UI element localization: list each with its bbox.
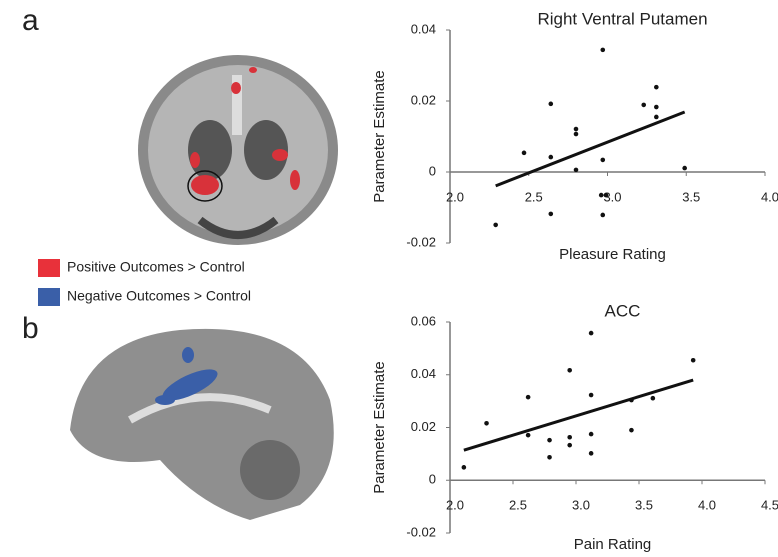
brain-sagittal bbox=[70, 329, 334, 520]
point bbox=[567, 368, 572, 373]
chart-title: ACC bbox=[605, 301, 641, 320]
x-tick-label: 4.0 bbox=[698, 498, 716, 513]
point bbox=[549, 102, 554, 107]
x-tick-label: 2.0 bbox=[446, 189, 464, 204]
point bbox=[654, 85, 659, 90]
legend-swatch bbox=[38, 288, 60, 306]
legend-label: Negative Outcomes > Control bbox=[67, 288, 251, 304]
point bbox=[589, 393, 594, 398]
fit-line bbox=[464, 380, 693, 450]
y-tick-label: 0.04 bbox=[411, 21, 436, 36]
y-tick-label: 0 bbox=[429, 163, 436, 178]
y-tick-label: 0.02 bbox=[411, 419, 436, 434]
point bbox=[547, 438, 552, 443]
figure: a b Positive Outcomes > Control Negative … bbox=[0, 0, 778, 557]
point bbox=[600, 48, 605, 53]
point bbox=[574, 127, 579, 132]
point bbox=[629, 428, 634, 433]
y-tick-label: -0.02 bbox=[406, 234, 436, 249]
x-tick-label: 3.5 bbox=[682, 189, 700, 204]
point bbox=[493, 223, 498, 228]
point bbox=[600, 213, 605, 218]
point bbox=[567, 443, 572, 448]
x-tick-label: 3.0 bbox=[572, 498, 590, 513]
point bbox=[549, 212, 554, 217]
point bbox=[574, 132, 579, 137]
x-tick-label: 3.5 bbox=[635, 498, 653, 513]
x-axis-label: Pleasure Rating bbox=[559, 246, 666, 263]
point bbox=[526, 433, 531, 438]
y-tick-label: 0.04 bbox=[411, 366, 436, 381]
x-tick-label: 4.0 bbox=[761, 189, 778, 204]
point bbox=[549, 155, 554, 160]
y-axis-label: Parameter Estimate bbox=[371, 70, 388, 203]
x-tick-label: 2.0 bbox=[446, 498, 464, 513]
legend-swatch bbox=[38, 259, 60, 277]
point bbox=[484, 421, 489, 426]
point bbox=[574, 168, 579, 173]
chart-title: Right Ventral Putamen bbox=[537, 9, 707, 28]
point bbox=[651, 396, 656, 401]
x-axis-label: Pain Rating bbox=[574, 536, 652, 553]
point bbox=[589, 451, 594, 456]
point bbox=[589, 331, 594, 336]
point bbox=[522, 151, 527, 156]
y-tick-label: 0 bbox=[429, 472, 436, 487]
y-tick-label: 0.06 bbox=[411, 313, 436, 328]
x-tick-label: 2.5 bbox=[525, 189, 543, 204]
point bbox=[547, 455, 552, 460]
point bbox=[691, 358, 696, 363]
point bbox=[600, 158, 605, 163]
y-axis-label: Parameter Estimate bbox=[371, 361, 388, 494]
point bbox=[604, 193, 609, 198]
y-tick-label: 0.02 bbox=[411, 92, 436, 107]
panel-label: b bbox=[22, 312, 39, 345]
point bbox=[641, 103, 646, 108]
panel-label: a bbox=[22, 4, 39, 37]
point bbox=[567, 435, 572, 440]
brain-coronal bbox=[138, 55, 338, 245]
point bbox=[462, 465, 467, 470]
point bbox=[599, 193, 604, 198]
point bbox=[654, 115, 659, 120]
point bbox=[654, 105, 659, 110]
legend-label: Positive Outcomes > Control bbox=[67, 259, 245, 275]
x-tick-label: 2.5 bbox=[509, 498, 527, 513]
point bbox=[682, 166, 687, 171]
x-tick-label: 4.5 bbox=[761, 498, 778, 513]
point bbox=[589, 432, 594, 437]
point bbox=[526, 395, 531, 400]
y-tick-label: -0.02 bbox=[406, 524, 436, 539]
fit-line bbox=[496, 112, 685, 186]
